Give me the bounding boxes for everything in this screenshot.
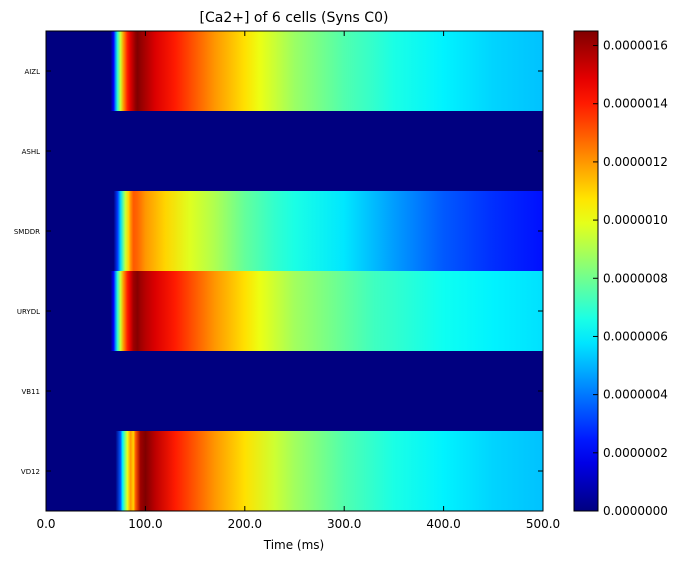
colorbar-tick-label: 0.0000010 bbox=[603, 213, 668, 227]
colorbar: 0.0000000 0.0000002 0.0000004 0.0000006 0.00… bbox=[573, 30, 668, 518]
y-row-label: VB11 bbox=[22, 388, 41, 396]
heatmap-row-vd12 bbox=[46, 431, 543, 511]
colorbar-gradient bbox=[574, 31, 598, 511]
colorbar-frame bbox=[573, 30, 599, 512]
colorbar-tick-label: 0.0000016 bbox=[603, 39, 668, 53]
heatmap-row-vb11 bbox=[46, 351, 543, 431]
y-row-label: SMDDR bbox=[14, 228, 40, 236]
colorbar-tick-label: 0.0000008 bbox=[603, 271, 668, 285]
plot-frame bbox=[45, 30, 544, 512]
heatmap-row-ashl bbox=[46, 111, 543, 191]
heatmap-row-smddr bbox=[46, 191, 543, 271]
colorbar-tick-label: 0.0000004 bbox=[603, 388, 668, 402]
y-row-label: ASHL bbox=[22, 148, 40, 156]
colorbar-tick-label: 0.0000006 bbox=[603, 329, 668, 343]
heatmap-rows bbox=[46, 31, 543, 511]
colorbar-tick-label: 0.0000012 bbox=[603, 155, 668, 169]
x-tick-label: 0.0 bbox=[36, 517, 55, 531]
x-tick-label: 400.0 bbox=[426, 517, 460, 531]
heatmap-row-aizl bbox=[46, 31, 543, 111]
x-tick-label: 300.0 bbox=[327, 517, 361, 531]
colorbar-tick-label: 0.0000000 bbox=[603, 504, 668, 518]
y-row-label: URYDL bbox=[17, 308, 40, 316]
y-row-label: AIZL bbox=[24, 68, 40, 76]
x-tick-label: 500.0 bbox=[526, 517, 560, 531]
y-axis: AIZL ASHL SMDDR URYDL VB11 VD12 bbox=[14, 68, 543, 476]
y-row-label: VD12 bbox=[21, 468, 40, 476]
colorbar-tick-label: 0.0000002 bbox=[603, 446, 668, 460]
x-axis-label: Time (ms) bbox=[263, 538, 325, 552]
heatmap-row-urydl bbox=[46, 271, 543, 351]
x-tick-label: 100.0 bbox=[128, 517, 162, 531]
x-axis: 0.0 100.0 200.0 300.0 400.0 500.0 bbox=[36, 31, 560, 531]
chart-title: [Ca2+] of 6 cells (Syns C0) bbox=[200, 10, 389, 26]
x-tick-label: 200.0 bbox=[228, 517, 262, 531]
colorbar-tick-label: 0.0000014 bbox=[603, 97, 668, 111]
